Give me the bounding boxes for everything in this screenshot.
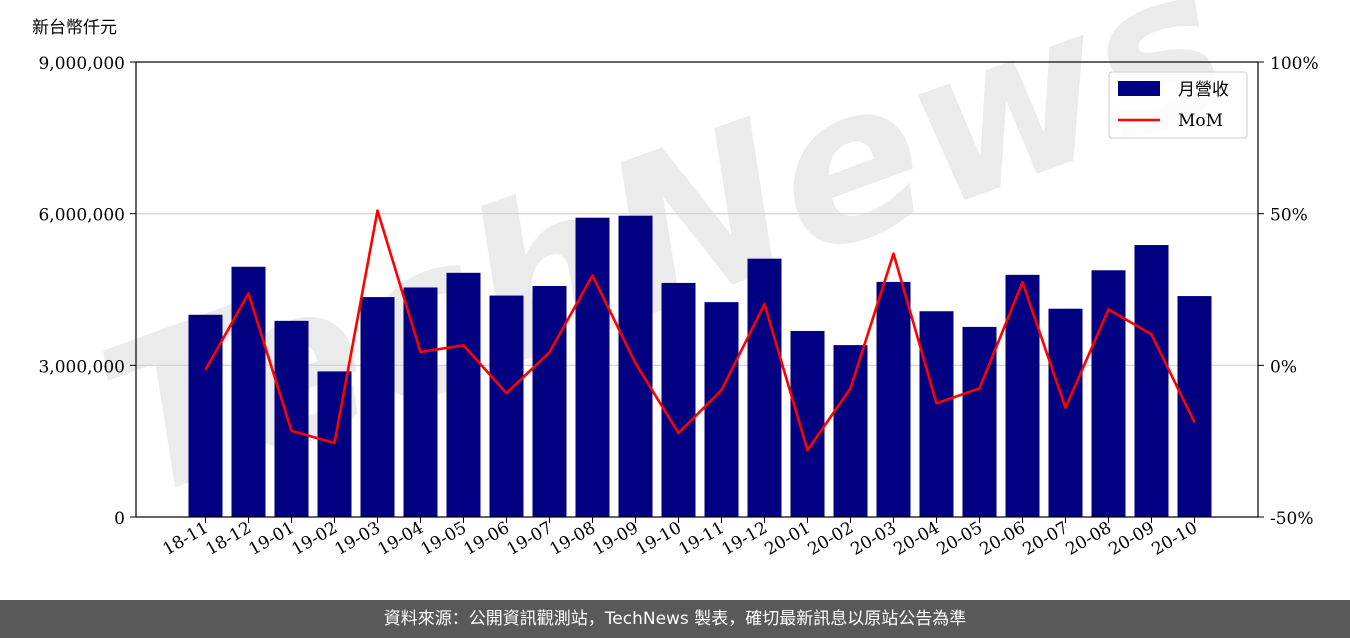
- legend-swatch-bar: [1118, 81, 1160, 96]
- revenue-bar: [790, 330, 825, 517]
- y-tick-label: 0: [114, 509, 125, 529]
- y-tick-label: 9,000,000: [38, 54, 125, 74]
- x-tick-label: 19-06: [461, 518, 513, 560]
- revenue-bar: [360, 297, 395, 517]
- revenue-bar: [532, 285, 567, 517]
- y2-tick-label: 50%: [1270, 206, 1308, 226]
- y2-tick-label: 0%: [1270, 357, 1297, 377]
- revenue-bar: [1091, 270, 1126, 517]
- revenue-bar: [1177, 296, 1212, 517]
- left-y-axis: 0 3,000,000 6,000,000 9,000,000: [38, 54, 136, 529]
- x-tick-label: 19-12: [719, 518, 771, 560]
- x-tick-label: 19-04: [375, 518, 427, 560]
- revenue-bar: [489, 295, 524, 517]
- revenue-bar: [876, 281, 911, 517]
- x-tick-label: 19-01: [246, 518, 298, 560]
- y-axis-unit-label: 新台幣仟元: [32, 18, 117, 38]
- x-tick-label: 20-09: [1106, 518, 1158, 560]
- x-tick-label: 19-11: [676, 518, 728, 560]
- y-tick-label: 6,000,000: [38, 206, 125, 226]
- x-tick-label: 20-10: [1149, 518, 1201, 560]
- x-tick-label: 20-05: [934, 518, 986, 560]
- x-tick-label: 19-09: [590, 518, 642, 560]
- revenue-bar: [962, 326, 997, 517]
- legend-label-mom: MoM: [1178, 111, 1223, 131]
- x-axis: 18-1118-1219-0119-0219-0319-0419-0519-06…: [160, 517, 1201, 560]
- legend-label-revenue: 月營收: [1178, 80, 1229, 100]
- x-tick-label: 20-02: [805, 518, 857, 560]
- x-tick-label: 20-04: [891, 518, 943, 560]
- x-tick-label: 19-03: [332, 518, 384, 560]
- x-tick-label: 20-08: [1063, 518, 1115, 560]
- x-tick-label: 20-03: [848, 518, 900, 560]
- revenue-bar: [919, 311, 954, 517]
- revenue-bar: [1134, 245, 1169, 517]
- mom-line-series: [204, 209, 1196, 452]
- y2-tick-label: 100%: [1270, 54, 1319, 74]
- revenue-bar: [618, 215, 653, 517]
- y-tick-label: 3,000,000: [38, 357, 125, 377]
- revenue-bar: [833, 345, 868, 517]
- revenue-bar: [446, 272, 481, 517]
- right-y-axis: -50% 0% 50% 100%: [1258, 54, 1319, 529]
- revenue-bar: [575, 217, 610, 517]
- revenue-bar: [403, 287, 438, 517]
- x-tick-label: 20-07: [1020, 518, 1072, 560]
- revenue-bar: [747, 258, 782, 517]
- mom-line: [204, 209, 1196, 452]
- x-tick-label: 20-01: [762, 518, 814, 560]
- legend: 月營收 MoM: [1108, 71, 1248, 139]
- bar-series: [188, 215, 1212, 517]
- revenue-bar: [661, 282, 696, 517]
- x-tick-label: 19-08: [547, 518, 599, 560]
- x-tick-label: 20-06: [977, 518, 1029, 560]
- source-footer: 資料來源：公開資訊觀測站，TechNews 製表，確切最新訊息以原站公告為準: [0, 600, 1350, 638]
- revenue-bar: [274, 320, 309, 517]
- revenue-bar: [231, 266, 266, 517]
- y2-tick-label: -50%: [1270, 509, 1314, 529]
- revenue-bar: [188, 314, 223, 517]
- plot-frame: [135, 61, 1259, 518]
- x-tick-label: 19-10: [633, 518, 685, 560]
- x-tick-label: 19-07: [504, 518, 556, 560]
- x-tick-label: 19-02: [289, 518, 341, 560]
- revenue-bar: [1048, 308, 1083, 517]
- x-tick-label: 19-05: [418, 518, 470, 560]
- revenue-bar: [704, 302, 739, 517]
